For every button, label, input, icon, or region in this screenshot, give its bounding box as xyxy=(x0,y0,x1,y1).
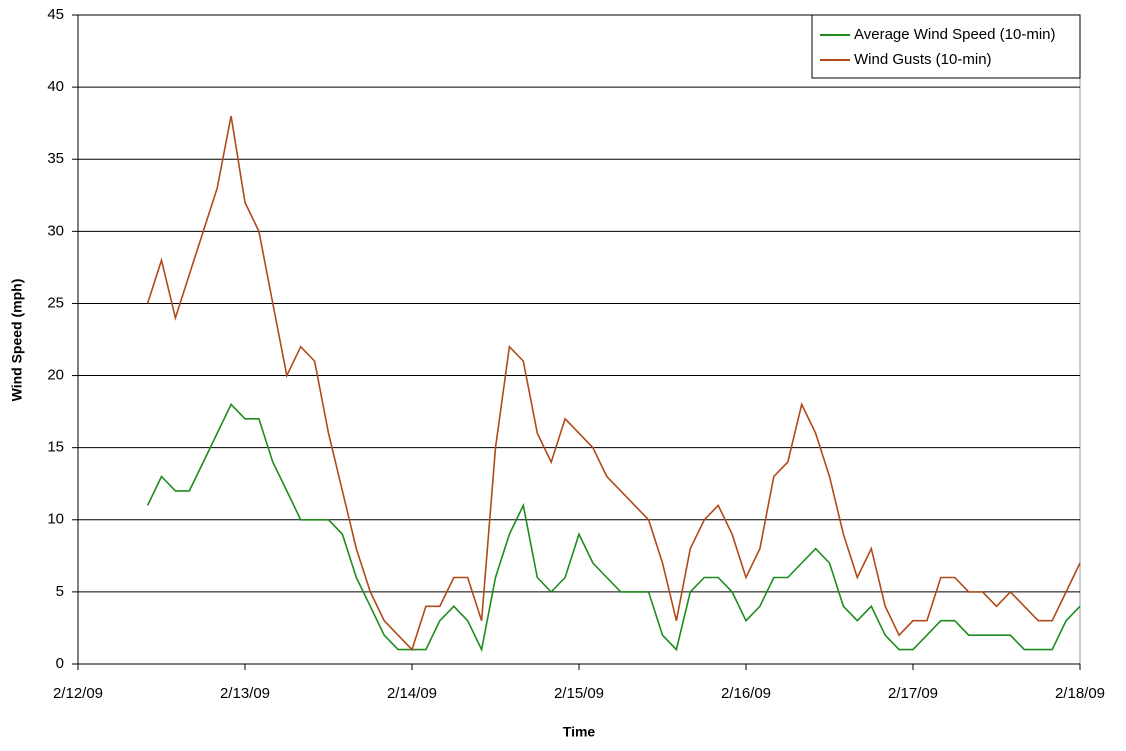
y-tick-label: 0 xyxy=(56,655,64,672)
x-tick-label: 2/12/09 xyxy=(53,685,103,702)
y-tick-label: 30 xyxy=(47,222,64,239)
legend-box xyxy=(811,14,1081,79)
series-line xyxy=(146,403,1081,653)
x-tick-label: 2/17/09 xyxy=(888,685,938,702)
x-axis-title: Time xyxy=(563,724,596,740)
x-tick-label: 2/16/09 xyxy=(721,685,771,702)
series-line xyxy=(146,115,1081,652)
x-tick-label: 2/13/09 xyxy=(220,685,270,702)
y-tick-label: 15 xyxy=(47,439,64,456)
legend-label: Average Wind Speed (10-min) xyxy=(854,26,1056,43)
y-tick-label: 40 xyxy=(47,78,64,95)
y-axis-title: Wind Speed (mph) xyxy=(9,279,25,402)
x-tick-label: 2/15/09 xyxy=(554,685,604,702)
x-tick-label: 2/14/09 xyxy=(387,685,437,702)
y-tick-label: 45 xyxy=(47,6,64,23)
x-tick-label: 2/18/09 xyxy=(1055,685,1105,702)
y-tick-label: 5 xyxy=(56,583,64,600)
y-tick-label: 25 xyxy=(47,294,64,311)
y-tick-label: 20 xyxy=(47,367,64,384)
legend-label: Wind Gusts (10-min) xyxy=(854,51,992,68)
y-tick-label: 35 xyxy=(47,150,64,167)
y-tick-label: 10 xyxy=(47,511,64,528)
